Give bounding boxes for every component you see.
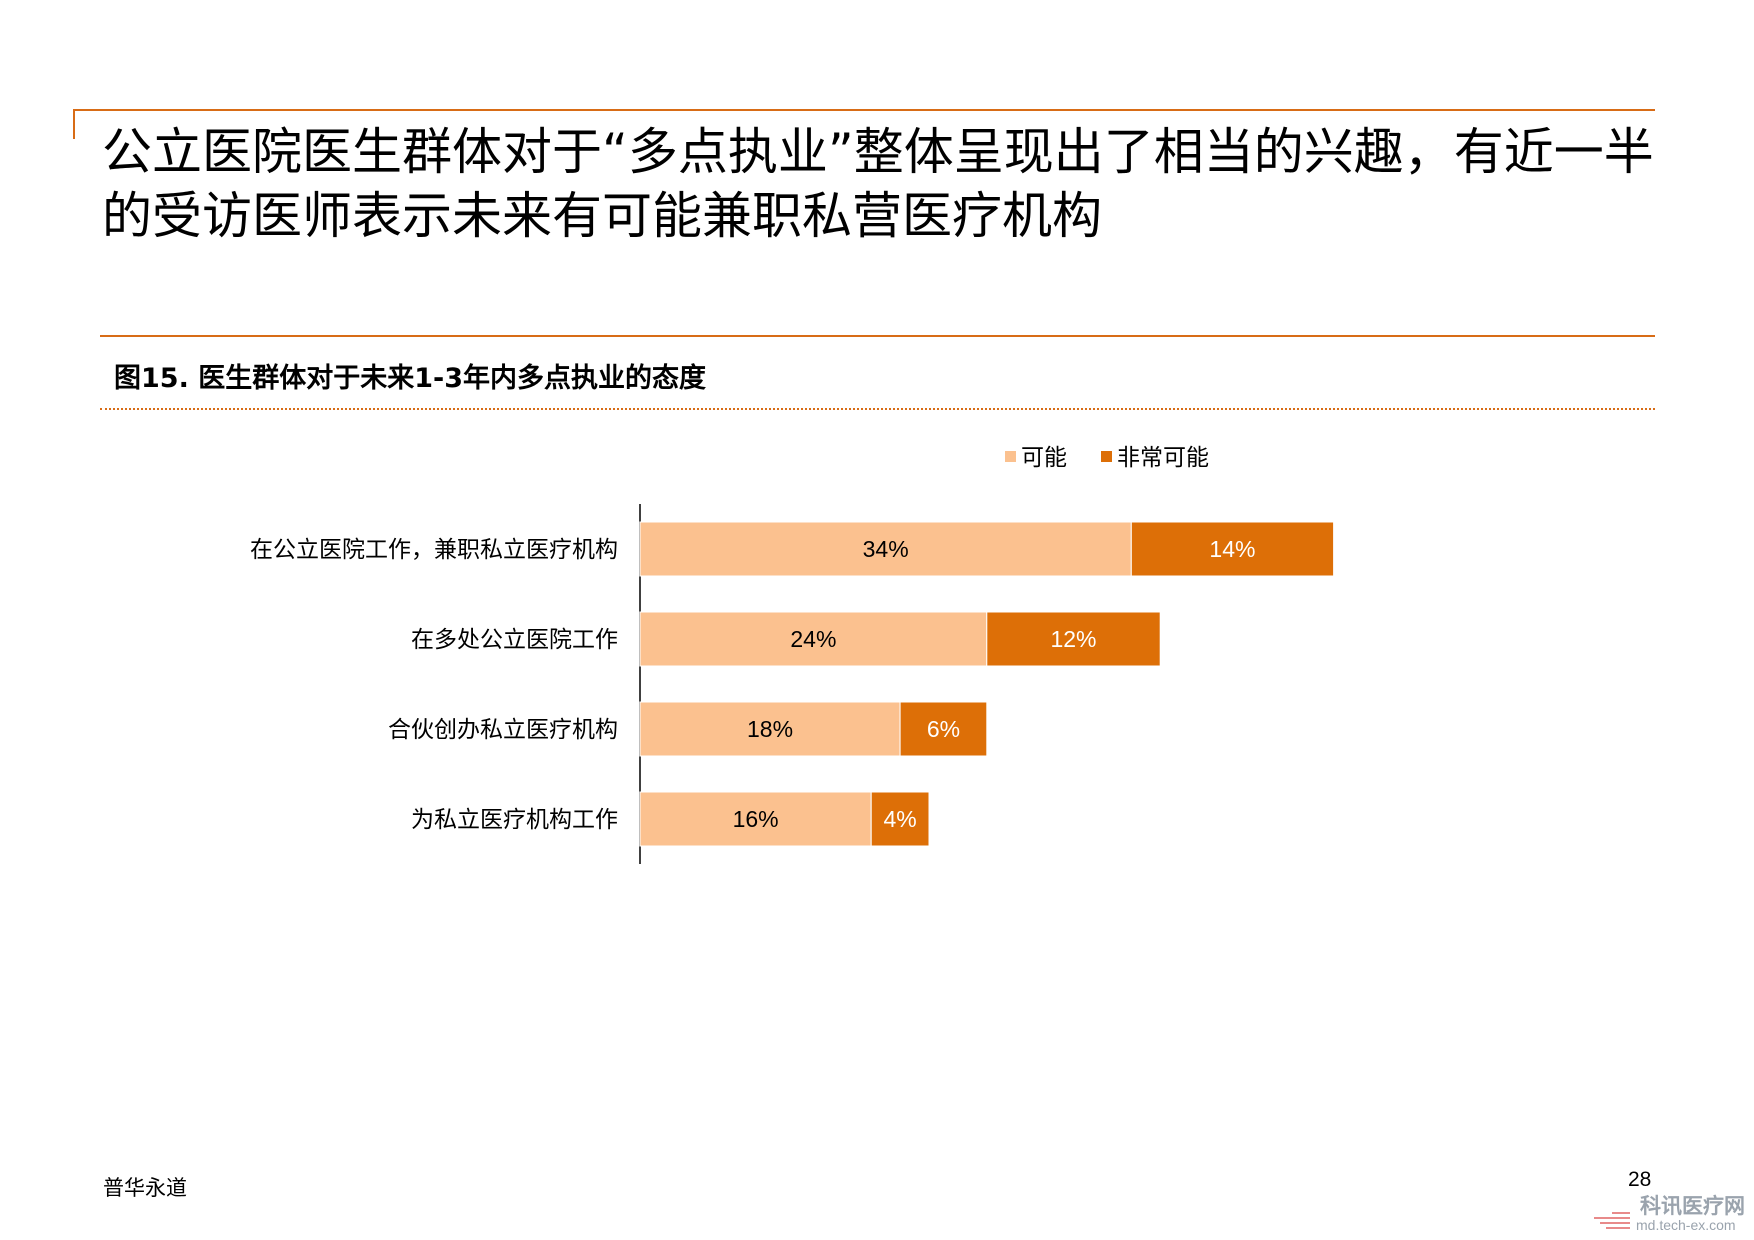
bar-very-possible	[986, 611, 1161, 667]
category-label: 为私立医疗机构工作	[411, 807, 618, 833]
legend-label: 非常可能	[1117, 445, 1209, 471]
category-label: 在公立医院工作，兼职私立医疗机构	[250, 537, 618, 563]
footer-source: 普华永道	[103, 1176, 187, 1200]
data-label: 14%	[1209, 536, 1255, 562]
data-label: 16%	[733, 806, 779, 832]
category-label: 在多处公立医院工作	[411, 627, 618, 653]
legend-swatch-possible	[1005, 451, 1016, 462]
watermark-url: md.tech-ex.com	[1636, 1217, 1736, 1233]
watermark-logo-icon	[1594, 1212, 1630, 1229]
data-label: 12%	[1050, 626, 1096, 652]
data-label: 34%	[863, 536, 909, 562]
data-label: 24%	[790, 626, 836, 652]
bar-possible	[639, 701, 901, 757]
data-label: 4%	[883, 806, 916, 832]
section-rule	[100, 335, 1655, 337]
bar-very-possible	[1130, 521, 1335, 577]
bar-very-possible	[899, 701, 988, 757]
legend-swatch-very-possible	[1101, 451, 1112, 462]
data-label: 6%	[927, 716, 960, 742]
bar-very-possible	[870, 791, 930, 847]
dotted-rule	[100, 408, 1655, 410]
bar-possible	[639, 521, 1132, 577]
top-rule	[73, 109, 1655, 111]
figure-title: 图15. 医生群体对于未来1-3年内多点执业的态度	[114, 363, 707, 394]
watermark-name: 科讯医疗网	[1640, 1194, 1745, 1218]
top-rule-tick	[73, 109, 75, 139]
page-headline: 公立医院医生群体对于“多点执业”整体呈现出了相当的兴趣，有近一半的受访医师表示未…	[102, 123, 1654, 245]
data-label: 18%	[747, 716, 793, 742]
category-label: 合伙创办私立医疗机构	[388, 717, 618, 743]
page-number: 28	[1628, 1168, 1652, 1191]
bar-possible	[639, 611, 988, 667]
legend-label: 可能	[1021, 445, 1067, 471]
